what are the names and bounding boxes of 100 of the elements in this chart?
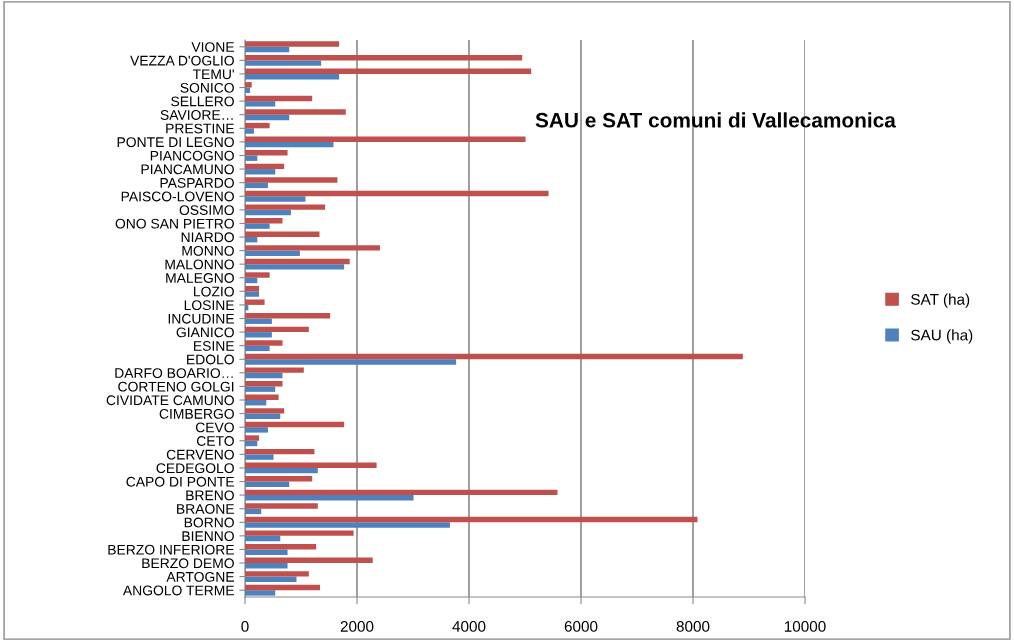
bar: [245, 231, 320, 237]
bar: [245, 196, 306, 202]
legend-label: SAU (ha): [911, 329, 973, 344]
bar: [245, 530, 354, 536]
bar: [245, 177, 338, 183]
y-tick-label: SAVIORE…: [160, 110, 233, 120]
y-tick-label: TEMU': [192, 69, 234, 80]
bar: [245, 155, 258, 161]
bar: [245, 217, 283, 224]
y-tick-label: CETO: [196, 436, 234, 446]
bar: [245, 258, 350, 265]
bar: [245, 380, 283, 387]
bar: [245, 394, 279, 401]
y-tick-label: NIARDO: [181, 232, 234, 243]
bar: [245, 590, 276, 596]
y-tick-label: PIANCOGNO: [150, 150, 234, 161]
y-tick-label: ANGOLO TERME: [122, 585, 234, 596]
bar: [245, 544, 317, 550]
bar: [245, 82, 252, 88]
y-tick-label: LOZIO: [194, 286, 234, 297]
bar: [245, 495, 414, 501]
bar: [245, 109, 346, 115]
x-tick-label: 10000: [784, 621, 826, 632]
bar: [245, 332, 272, 338]
y-tick-label: PIANCAMUNO: [141, 164, 234, 175]
text: SAU e SAT comuni di Vallecamonica: [535, 112, 896, 128]
bar: [245, 584, 321, 591]
x-tick-label: 4000: [452, 621, 486, 632]
bar: [245, 435, 259, 441]
bar: [245, 204, 326, 210]
bar: [245, 68, 532, 74]
y-tick-label: CEVO: [195, 422, 234, 433]
y-tick-label: ARTOGNE: [166, 571, 234, 582]
bar: [245, 549, 288, 555]
bar: [245, 535, 281, 542]
y-tick-label: CAPO DI PONTE: [126, 476, 234, 487]
y-tick-label: GIANICO: [176, 327, 234, 338]
bar: [245, 101, 276, 107]
y-tick-label: VIONE: [191, 42, 234, 52]
bar: [245, 114, 290, 121]
bar: [245, 345, 270, 352]
y-tick-label: CERVENO: [166, 449, 234, 460]
y-tick-label: BERZO DEMO: [142, 558, 234, 569]
y-tick-label: MONNO: [182, 245, 234, 256]
bar: [245, 353, 743, 360]
bar: [245, 367, 304, 373]
bar: [245, 122, 270, 129]
bar: [245, 313, 331, 319]
legend-label: SAT (ha): [911, 293, 970, 308]
y-tick-label: PONTE DI LEGNO: [117, 137, 234, 148]
x-tick-label: 0: [241, 621, 249, 632]
y-tick-label: BRAONE: [177, 504, 234, 514]
x-tick-label: 6000: [564, 621, 598, 632]
bar: [245, 136, 526, 142]
bar: [245, 372, 283, 379]
bar: [245, 60, 322, 66]
y-tick-label: ESINE: [194, 341, 234, 351]
bar: [245, 571, 309, 577]
bar: [245, 73, 340, 80]
y-tick-label: SONICO: [180, 82, 234, 93]
y-tick-label: LOSINE: [184, 300, 234, 311]
bar: [245, 448, 315, 455]
y-tick-label: INCUDINE: [168, 313, 234, 324]
bar: [245, 169, 276, 175]
bar: [245, 223, 270, 229]
x-tick-label: 2000: [340, 621, 374, 632]
bar: [245, 182, 268, 189]
y-tick-label: DARFO BOARIO…: [115, 368, 233, 379]
bar: [245, 326, 309, 333]
bar: [245, 299, 265, 305]
bar: [245, 150, 288, 156]
bar: [245, 476, 313, 482]
bar: [245, 481, 290, 487]
bar: [245, 576, 297, 583]
y-tick-label: PASPARDO: [160, 177, 234, 188]
bar: [245, 557, 373, 564]
bar: [245, 508, 262, 515]
y-tick-label: MALEGNO: [166, 273, 234, 283]
y-tick-label: BIENNO: [182, 531, 234, 542]
bar: [245, 427, 268, 433]
bar: [245, 250, 300, 257]
y-tick-label: CIMBERGO: [159, 408, 234, 419]
bar: [245, 264, 345, 270]
bar: [245, 563, 288, 569]
bar: [245, 190, 549, 197]
bar: [245, 272, 270, 278]
y-tick-label: BRENO: [186, 490, 234, 501]
bar: [245, 359, 457, 365]
bar: [245, 340, 283, 346]
y-tick-label: VEZZA D'OGLIO: [130, 55, 234, 66]
bar: [245, 141, 334, 148]
y-tick-label: MALONNO: [165, 259, 234, 270]
bar: [245, 489, 558, 496]
bar: [245, 163, 285, 170]
bar: [245, 522, 450, 528]
y-tick-label: ONO SAN PIETRO: [115, 218, 234, 229]
y-tick-label: EDOLO: [187, 354, 234, 365]
bar: [245, 516, 698, 523]
bar: [245, 95, 313, 102]
bar: [245, 285, 259, 292]
